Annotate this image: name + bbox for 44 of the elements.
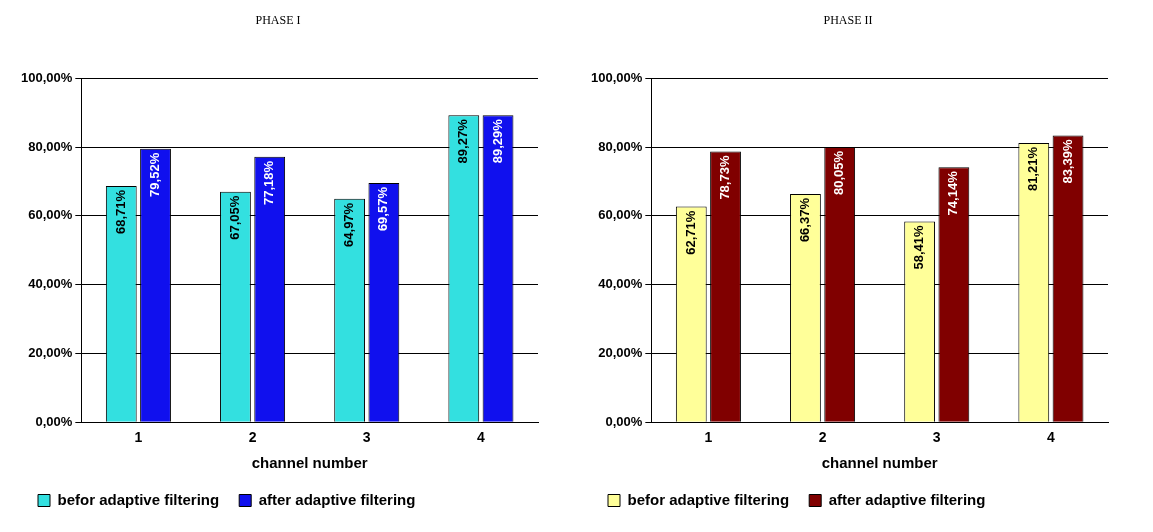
x-tick-label: 2 (248, 429, 257, 446)
data-label: 83,39% (1059, 139, 1075, 184)
x-axis-title: channel number (821, 454, 938, 472)
data-label: 64,97% (341, 202, 357, 247)
chart-title: PHASE II (823, 13, 873, 28)
y-tick-label: 60,00% (28, 207, 73, 223)
x-tick-label: 2 (818, 429, 827, 446)
data-label: 66,37% (797, 197, 813, 243)
chart-title: PHASE I (255, 13, 301, 28)
x-tick-label: 3 (932, 429, 941, 446)
data-label: 89,27% (455, 118, 471, 164)
data-label: 67,05% (227, 195, 243, 240)
y-tick-label: 100,00% (590, 69, 643, 85)
legend-label: after adaptive filtering (828, 490, 986, 508)
data-label: 74,14% (945, 170, 961, 216)
x-tick-label: 4 (1047, 429, 1056, 446)
y-tick-label: 80,00% (598, 138, 643, 154)
data-label: 69,57% (375, 186, 391, 232)
legend-label: befor adaptive filtering (57, 490, 220, 508)
data-label: 80,05% (831, 150, 847, 196)
y-tick-label: 40,00% (28, 276, 73, 292)
y-tick-label: 20,00% (28, 345, 73, 361)
data-label: 58,41% (911, 224, 927, 270)
data-label: 68,71% (112, 189, 128, 235)
y-tick-label: 0,00% (35, 413, 73, 429)
data-label: 89,29% (489, 118, 505, 164)
legend-label: after adaptive filtering (258, 490, 416, 508)
y-tick-label: 20,00% (598, 345, 643, 361)
data-label: 77,18% (261, 160, 277, 205)
y-tick-label: 60,00% (598, 207, 643, 223)
x-tick-label: 1 (134, 429, 143, 446)
data-label: 79,52% (147, 152, 163, 197)
y-tick-label: 80,00% (28, 138, 73, 154)
x-tick-label: 4 (477, 429, 486, 446)
legend-label: befor adaptive filtering (627, 490, 790, 508)
x-axis-title: channel number (251, 454, 368, 472)
y-tick-label: 40,00% (598, 276, 643, 292)
y-tick-label: 0,00% (605, 413, 643, 429)
data-label: 78,73% (717, 155, 733, 200)
data-label: 62,71% (682, 210, 698, 255)
y-tick-label: 100,00% (20, 69, 73, 85)
x-tick-label: 1 (704, 429, 713, 446)
data-label: 81,21% (1025, 146, 1041, 192)
x-tick-label: 3 (362, 429, 371, 446)
